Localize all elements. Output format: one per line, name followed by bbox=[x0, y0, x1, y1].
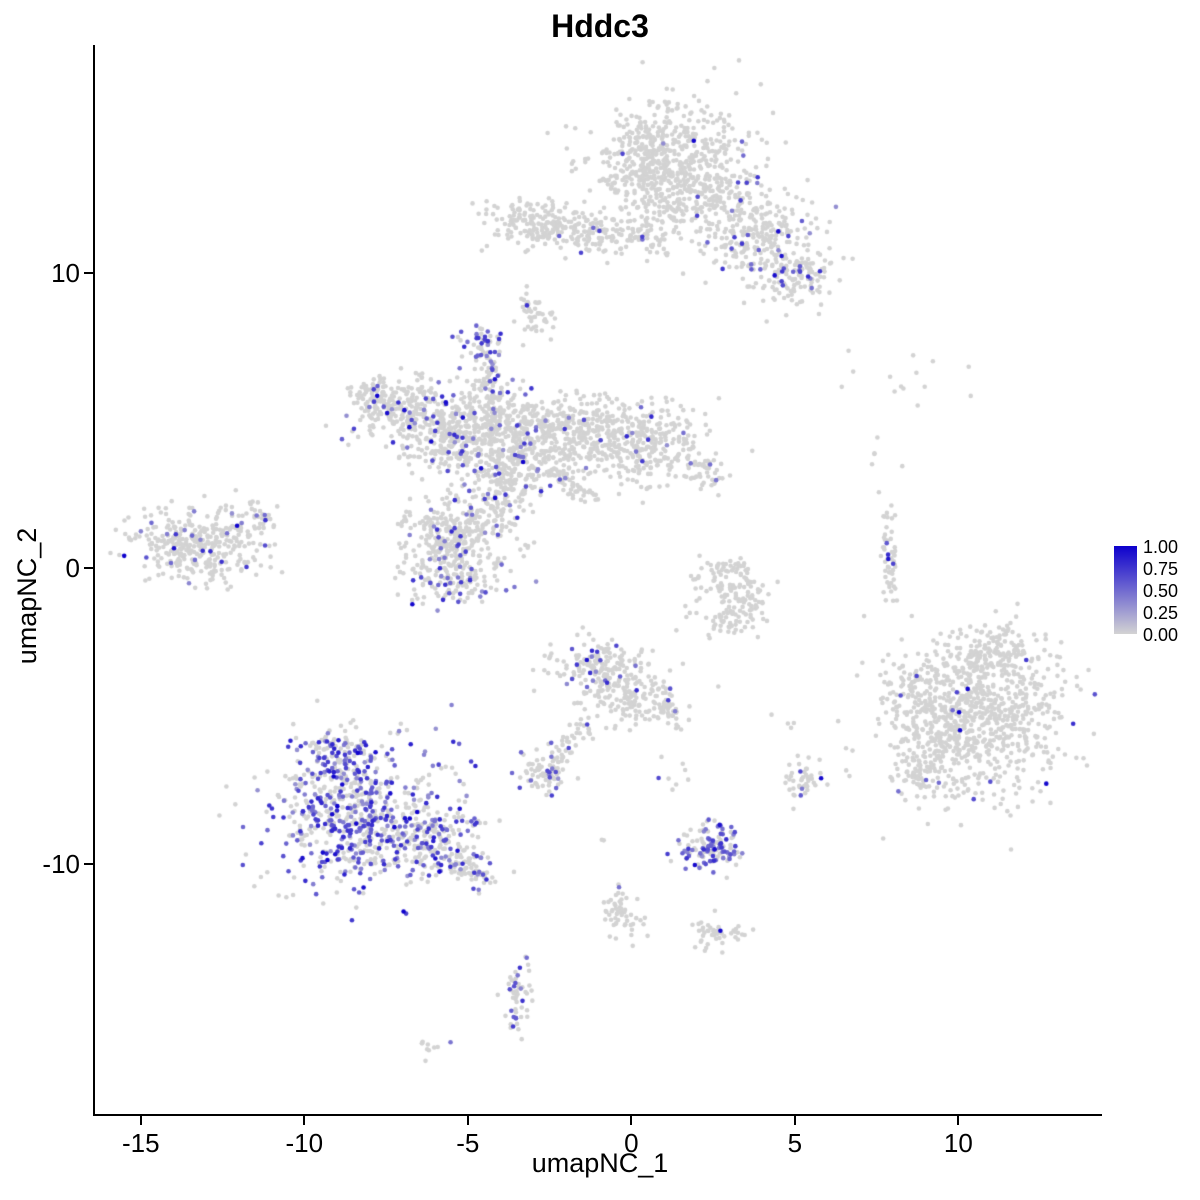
y-tick-mark bbox=[84, 567, 93, 570]
x-tick-label: -15 bbox=[121, 1128, 160, 1158]
x-tick-mark bbox=[793, 1116, 796, 1125]
x-tick-mark bbox=[303, 1116, 306, 1125]
expression-legend: 1.00 0.75 0.50 0.25 0.00 bbox=[1112, 537, 1200, 650]
y-tick-mark bbox=[84, 862, 93, 865]
legend-gradient-bar bbox=[1114, 546, 1137, 634]
legend-tick-label: 1.00 bbox=[1143, 537, 1179, 557]
x-tick-label: 10 bbox=[943, 1128, 973, 1158]
x-tick-mark bbox=[957, 1116, 960, 1125]
y-tick-mark bbox=[84, 271, 93, 274]
x-tick-label: -5 bbox=[456, 1128, 480, 1158]
x-tick-label: 5 bbox=[787, 1128, 803, 1158]
legend-tick-label: 0.25 bbox=[1143, 603, 1179, 623]
legend-tick-label: 0.00 bbox=[1143, 625, 1179, 645]
legend-tick-label: 0.75 bbox=[1143, 559, 1179, 579]
x-axis-line bbox=[93, 1114, 1102, 1116]
x-axis-label: umapNC_1 bbox=[531, 1148, 669, 1178]
chart-title: Hddc3 bbox=[551, 8, 649, 44]
x-tick-mark bbox=[139, 1116, 142, 1125]
y-axis-label: umapNC_2 bbox=[12, 527, 42, 665]
x-tick-label: 0 bbox=[624, 1128, 639, 1158]
y-axis-line bbox=[93, 45, 95, 1116]
x-tick-label: -10 bbox=[285, 1128, 324, 1158]
y-tick-label: 10 bbox=[51, 257, 80, 288]
x-tick-mark bbox=[466, 1116, 469, 1125]
legend-tick-label: 0.50 bbox=[1143, 581, 1179, 601]
y-tick-label: -10 bbox=[42, 848, 80, 879]
x-tick-mark bbox=[630, 1116, 633, 1125]
y-tick-label: 0 bbox=[65, 553, 80, 584]
